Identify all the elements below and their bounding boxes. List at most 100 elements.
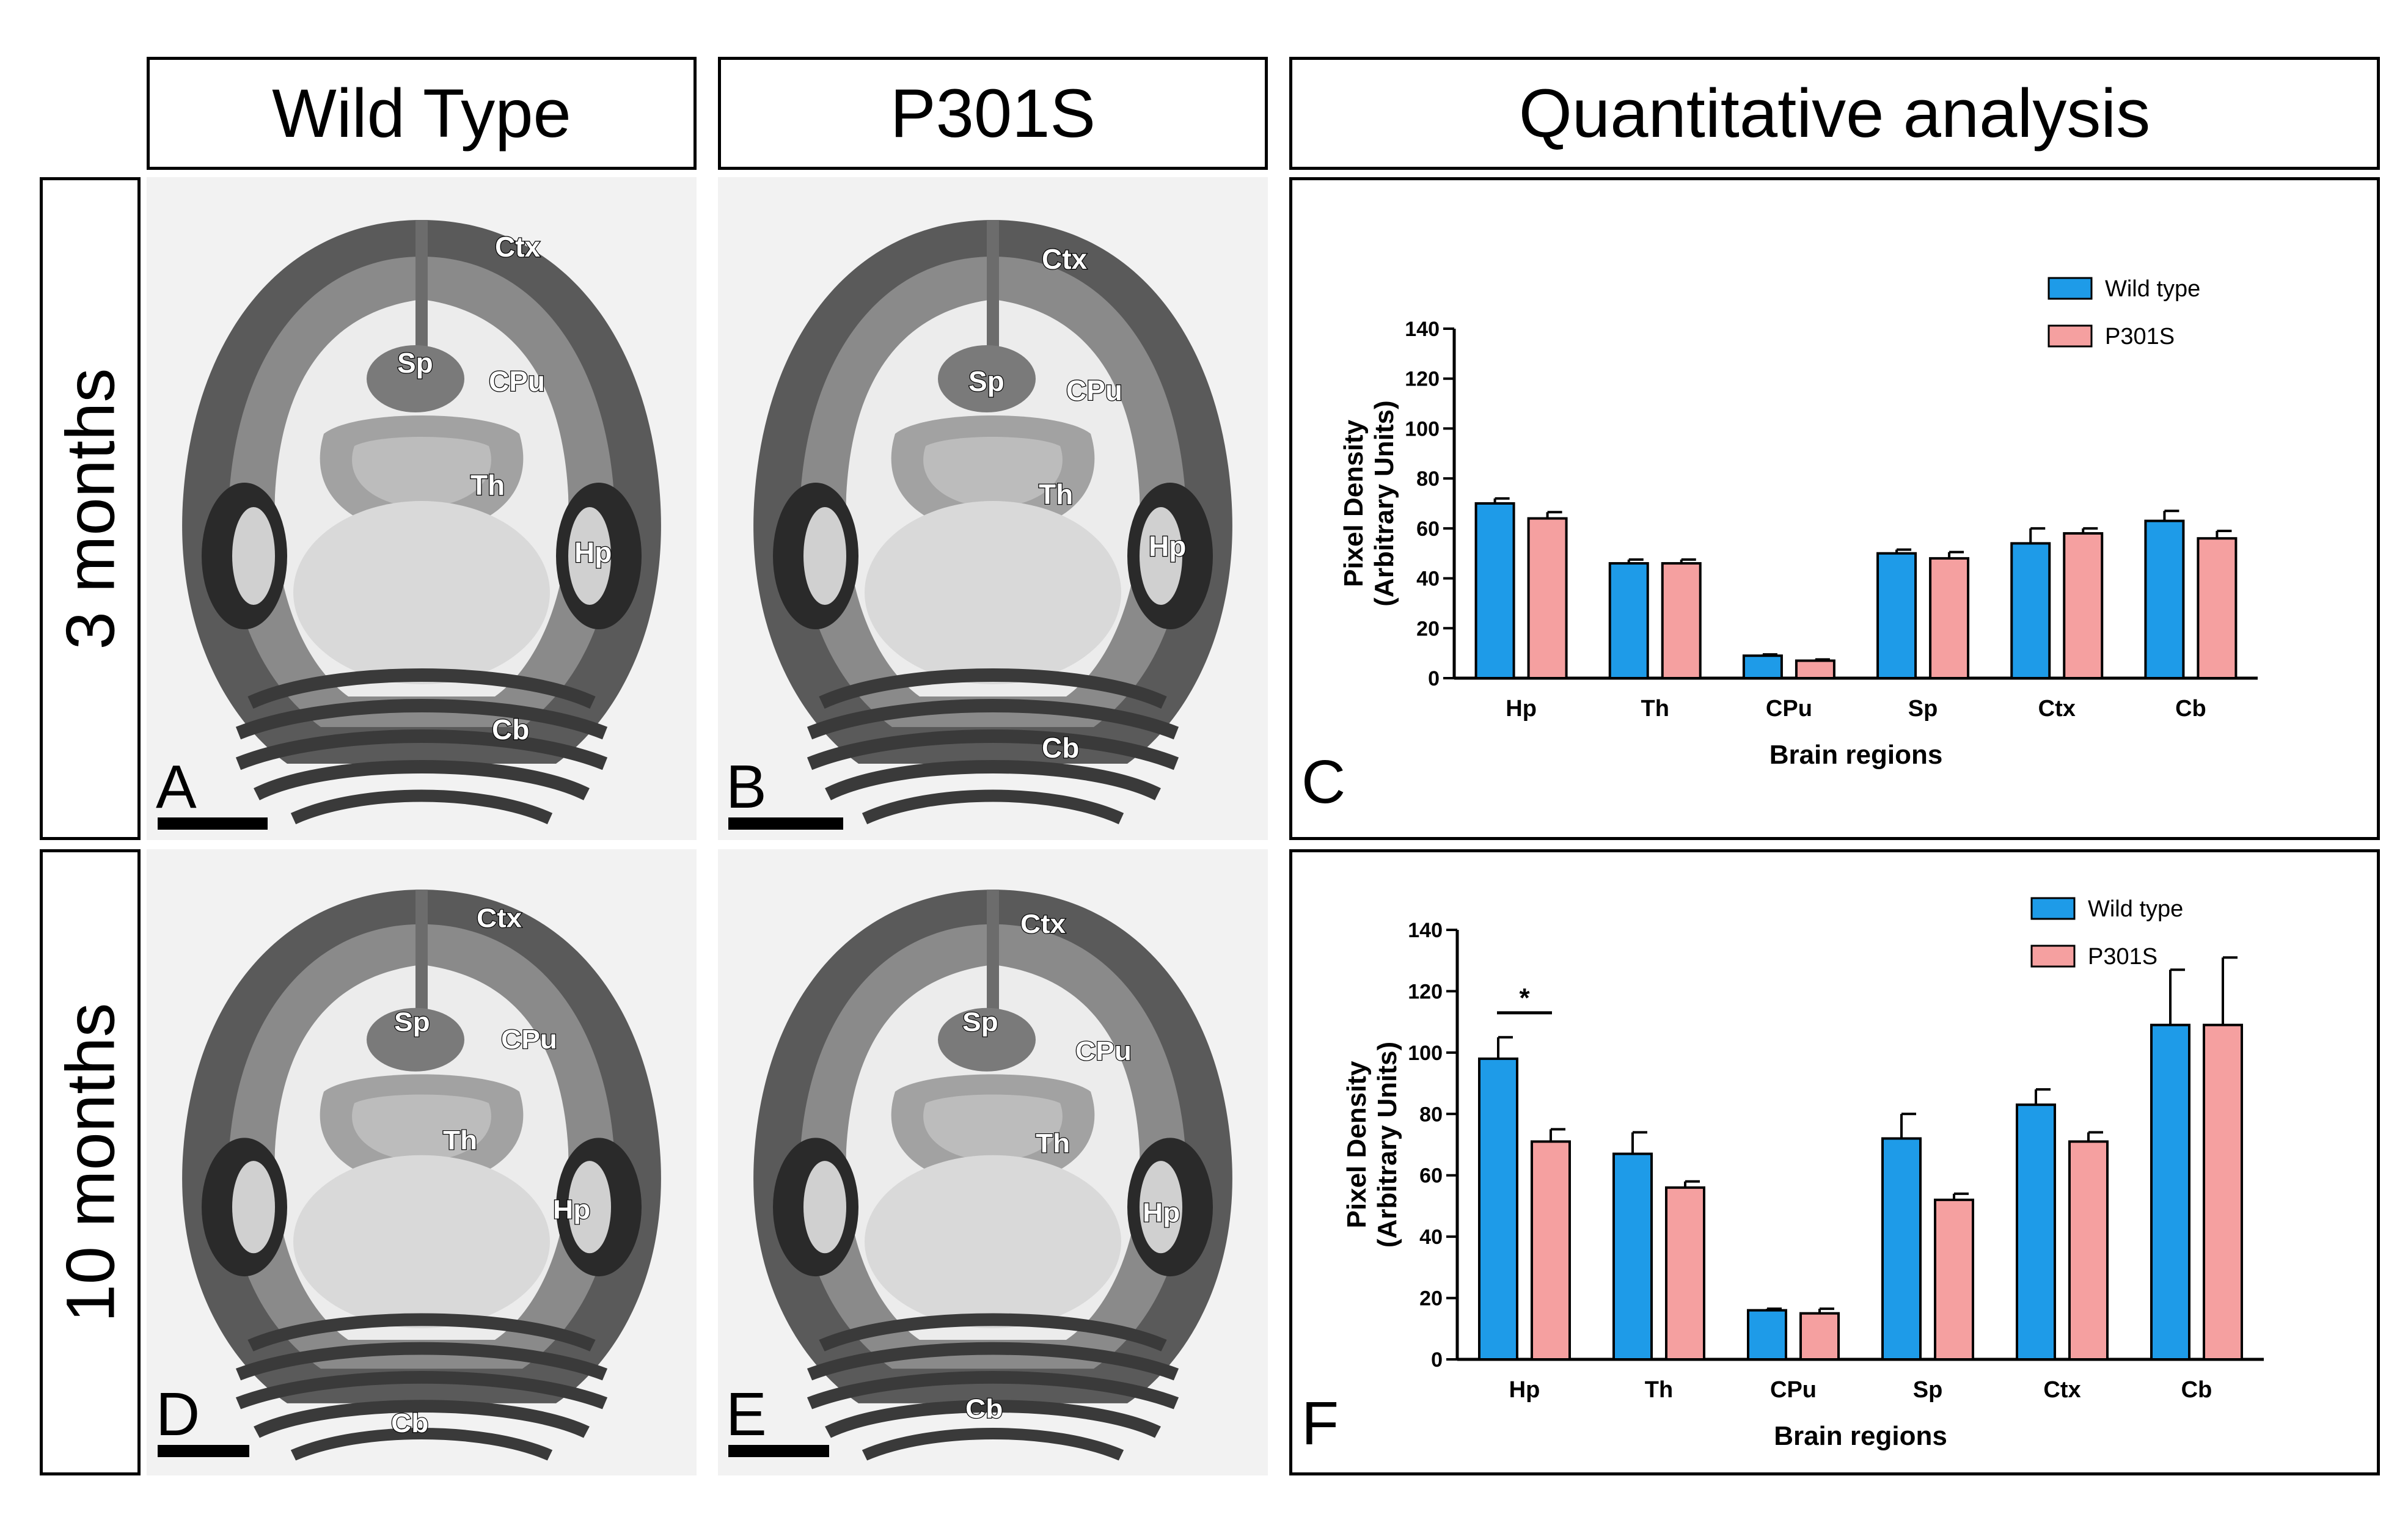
- region-label-hp-e: Hp: [1143, 1197, 1180, 1227]
- chart-c-bar-wild-type-ctx: [2010, 542, 2051, 679]
- region-label-cb-b: Cb: [1042, 732, 1079, 764]
- brain-image-e: Ctx Sp CPu Th Hp Cb: [718, 849, 1268, 1475]
- chart-f-y-tick-label: 20: [1419, 1287, 1443, 1310]
- brain-image-b: Ctx Sp CPu Th Hp Cb: [718, 177, 1268, 840]
- region-label-cpu-e: CPu: [1075, 1036, 1132, 1066]
- chart-f-category-label-th: Th: [1645, 1377, 1673, 1403]
- chart-f-bar-wild-type-hp: [1478, 1057, 1518, 1361]
- chart-f-legend-label-0: Wild type: [2088, 896, 2183, 922]
- chart-c-category-label-cb: Cb: [2175, 696, 2206, 722]
- chart-f-legend-swatch-1: [2030, 945, 2076, 968]
- chart-c-y-tick-label: 0: [1428, 667, 1440, 690]
- chart-c-bar-p301s-hp: [1527, 517, 1568, 679]
- chart-f-bar-p301s-cb: [2203, 1023, 2243, 1361]
- scale-bar-d: [158, 1445, 249, 1457]
- chart-f-bar-p301s-sp: [1934, 1198, 1974, 1361]
- chart-f-category-label-sp: Sp: [1913, 1377, 1943, 1403]
- bar-chart-c: 0 20 40 60 80 100 120 140 Hp Th CPu Sp Ctx Cb Brain re…: [1339, 276, 2258, 770]
- chart-c-bar-p301s-sp: [1929, 557, 1970, 680]
- region-label-cb-a: Cb: [492, 714, 529, 745]
- panel-label-b: B: [726, 753, 767, 821]
- row-label-10-months: 10 months: [40, 849, 141, 1475]
- chart-c-x-axis-title: Brain regions: [1769, 740, 1943, 770]
- chart-f-y-tick-label: 60: [1419, 1164, 1443, 1188]
- bar-chart-f: 0 20 40 60 80 100 120 140 Hp Th CPu Sp Ctx Cb * Brain r…: [1342, 896, 2264, 1451]
- header-quantitative: Quantitative analysis: [1289, 57, 2380, 170]
- chart-c-y-tick-label: 140: [1405, 318, 1440, 341]
- chart-c-category-label-hp: Hp: [1506, 696, 1537, 722]
- region-label-cb-e: Cb: [965, 1394, 1003, 1424]
- region-label-th-e: Th: [1036, 1128, 1070, 1158]
- chart-f-bar-wild-type-cb: [2150, 1023, 2190, 1361]
- chart-c-y-tick-label: 20: [1416, 617, 1440, 640]
- header-wild-type-text: Wild Type: [272, 75, 571, 152]
- region-label-th-d: Th: [443, 1125, 477, 1155]
- chart-box-f: 0 20 40 60 80 100 120 140 Hp Th CPu Sp Ctx Cb * Brain r…: [1289, 849, 2380, 1475]
- chart-f-bar-p301s-hp: [1531, 1140, 1571, 1361]
- chart-f-bar-wild-type-ctx: [2016, 1103, 2056, 1361]
- row-label-10-months-text: 10 months: [52, 1003, 128, 1322]
- region-label-sp-d: Sp: [394, 1007, 430, 1037]
- chart-f-y-tick-label: 120: [1408, 980, 1443, 1003]
- chart-c-category-label-sp: Sp: [1908, 696, 1938, 722]
- header-wild-type: Wild Type: [147, 57, 697, 170]
- header-p301s-text: P301S: [890, 75, 1096, 152]
- scale-bar-e: [728, 1445, 829, 1457]
- chart-c-bar-p301s-cpu: [1795, 659, 1835, 680]
- region-label-hp-b: Hp: [1149, 530, 1186, 562]
- chart-f-category-label-cpu: CPu: [1770, 1377, 1817, 1403]
- panel-label-f: F: [1301, 1389, 1339, 1458]
- chart-c-bar-wild-type-sp: [1876, 552, 1917, 680]
- chart-c-y-tick-label: 120: [1405, 368, 1440, 391]
- chart-c-y-axis-title-line1: Pixel Density: [1339, 420, 1369, 587]
- chart-f-bar-wild-type-cpu: [1747, 1309, 1787, 1361]
- chart-c-category-label-ctx: Ctx: [2038, 696, 2076, 722]
- chart-f-legend-swatch-0: [2030, 897, 2076, 920]
- chart-f-bar-p301s-ctx: [2068, 1140, 2109, 1361]
- brain-image-d: Ctx Sp CPu Th Hp Cb: [147, 849, 697, 1475]
- region-label-cpu-a: CPu: [489, 365, 545, 397]
- region-label-hp-a: Hp: [574, 536, 612, 568]
- chart-c-bar-p301s-th: [1661, 562, 1702, 679]
- chart-c-legend-swatch-1: [2048, 324, 2093, 348]
- chart-c-bar-p301s-cb: [2197, 537, 2238, 680]
- region-label-cb-d: Cb: [391, 1408, 428, 1438]
- chart-f-y-tick-label: 140: [1408, 919, 1443, 942]
- panel-label-a: A: [156, 753, 197, 821]
- region-label-cpu-b: CPu: [1066, 375, 1122, 406]
- chart-f-category-label-hp: Hp: [1509, 1377, 1540, 1403]
- region-label-sp-e: Sp: [962, 1007, 998, 1037]
- chart-f-y-tick-label: 100: [1408, 1042, 1443, 1065]
- chart-c-y-axis-title-line2: (Arbitrary Units): [1369, 400, 1399, 606]
- chart-f-bar-wild-type-th: [1612, 1152, 1653, 1361]
- chart-c-y-tick-label: 60: [1416, 517, 1440, 541]
- region-label-hp-d: Hp: [553, 1195, 590, 1225]
- region-label-ctx-b: Ctx: [1042, 243, 1088, 275]
- chart-f-y-axis-title-line1: Pixel Density: [1342, 1061, 1372, 1228]
- chart-c-category-label-th: Th: [1641, 696, 1669, 722]
- chart-f-y-axis-title-line2: (Arbitrary Units): [1372, 1042, 1402, 1248]
- chart-c-y-tick-label: 80: [1416, 467, 1440, 491]
- scale-bar-b: [728, 817, 843, 830]
- region-label-ctx-e: Ctx: [1020, 909, 1066, 939]
- chart-c-legend-label-1: P301S: [2105, 324, 2175, 349]
- region-label-sp-b: Sp: [968, 365, 1005, 397]
- chart-f-category-label-ctx: Ctx: [2043, 1377, 2080, 1403]
- chart-c-bar-wild-type-cb: [2144, 519, 2185, 679]
- chart-c-y-tick-label: 40: [1416, 568, 1440, 591]
- region-label-ctx-d: Ctx: [477, 904, 522, 934]
- chart-f-bar-p301s-cpu: [1799, 1312, 1840, 1361]
- chart-f-legend-label-1: P301S: [2088, 944, 2157, 970]
- panel-label-c: C: [1301, 748, 1346, 816]
- chart-c-legend-label-0: Wild type: [2105, 276, 2200, 302]
- chart-f-significance-star: *: [1519, 983, 1530, 1013]
- chart-c-bar-wild-type-th: [1608, 562, 1649, 679]
- row-label-3-months-text: 3 months: [52, 368, 128, 649]
- chart-box-c: 0 20 40 60 80 100 120 140 Hp Th CPu Sp Ctx Cb Brain re…: [1289, 177, 2380, 840]
- row-label-3-months: 3 months: [40, 177, 141, 840]
- header-p301s: P301S: [718, 57, 1268, 170]
- chart-c-bar-p301s-ctx: [2063, 532, 2104, 679]
- chart-f-bar-p301s-th: [1665, 1186, 1705, 1361]
- chart-f-category-label-cb: Cb: [2181, 1377, 2212, 1403]
- region-label-ctx-a: Ctx: [495, 231, 541, 263]
